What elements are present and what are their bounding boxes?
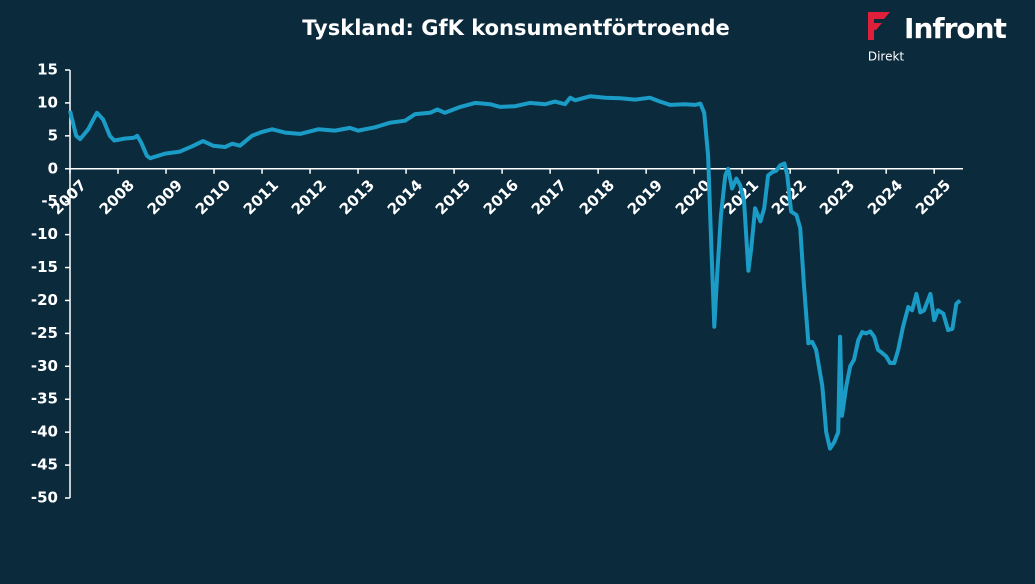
logo: Infront Direkt bbox=[868, 12, 1008, 64]
y-tick-label: -45 bbox=[31, 456, 58, 474]
y-tick-label: 10 bbox=[37, 93, 58, 111]
chart-title: Tyskland: GfK konsumentförtroende bbox=[302, 16, 730, 40]
y-tick-label: -40 bbox=[31, 423, 58, 441]
y-tick-label: 15 bbox=[37, 61, 58, 79]
y-tick-label: -5 bbox=[41, 192, 58, 210]
y-tick-label: -50 bbox=[31, 489, 58, 507]
logo-name: Infront bbox=[904, 12, 1007, 45]
y-tick-label: -30 bbox=[31, 357, 58, 375]
y-tick-label: -10 bbox=[31, 225, 58, 243]
y-tick-label: -15 bbox=[31, 258, 58, 276]
y-tick-label: -35 bbox=[31, 390, 58, 408]
y-tick-label: -25 bbox=[31, 324, 58, 342]
logo-icon bbox=[868, 12, 890, 40]
y-tick-label: 5 bbox=[48, 126, 58, 144]
y-tick-label: -20 bbox=[31, 291, 58, 309]
logo-sub: Direkt bbox=[868, 50, 905, 64]
data-line bbox=[68, 94, 962, 451]
y-tick-label: 0 bbox=[48, 159, 58, 177]
